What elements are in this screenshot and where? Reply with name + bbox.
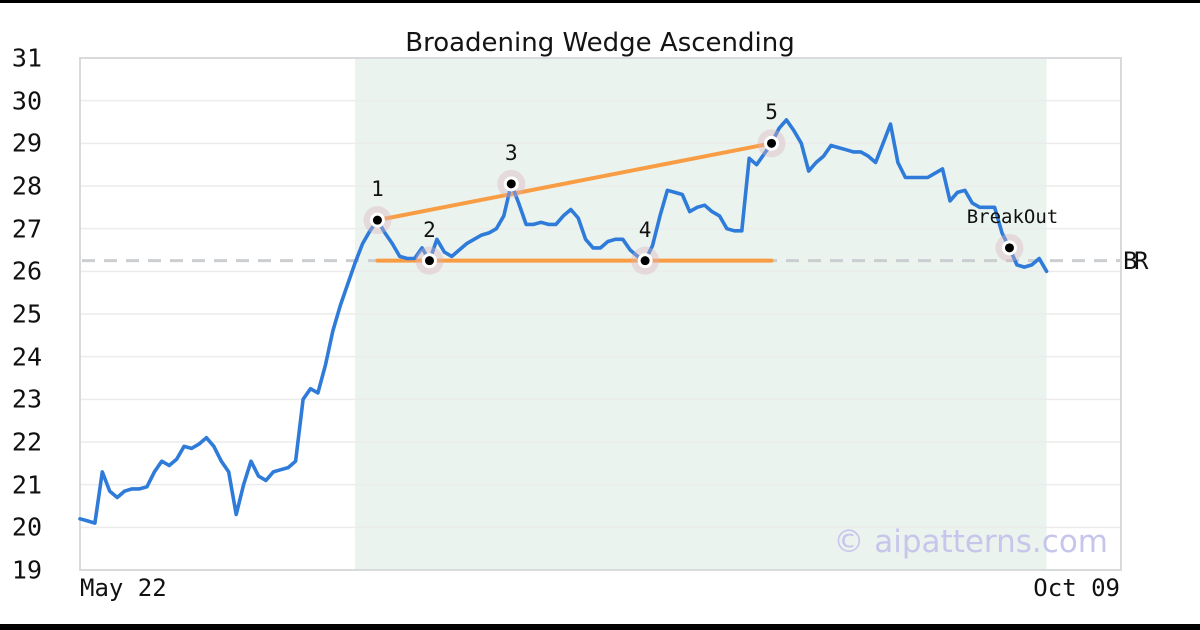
y-tick-label-29: 29 <box>11 128 42 158</box>
breakout-level-label-r: R <box>1134 247 1149 275</box>
pattern-point-3-marker-dot <box>506 179 516 189</box>
x-axis-label-end: Oct 09 <box>1033 574 1120 602</box>
y-tick-label-30: 30 <box>11 86 42 116</box>
breakout-marker-dot <box>1004 243 1014 253</box>
pattern-point-label-1: 1 <box>371 177 384 202</box>
y-tick-label-27: 27 <box>11 214 42 244</box>
breakout-level-label-b: B <box>1123 247 1138 275</box>
pattern-point-1-marker-dot <box>372 215 382 225</box>
breakout-label: BreakOut <box>966 205 1059 228</box>
pattern-point-4-marker-dot <box>640 256 650 266</box>
y-tick-label-24: 24 <box>11 342 42 372</box>
wedge-upper-trendline <box>375 141 774 223</box>
watermark: © aipatterns.com <box>833 524 1108 560</box>
price-line <box>78 118 1049 525</box>
pattern-point-label-5: 5 <box>765 100 778 125</box>
y-tick-label-19: 19 <box>11 555 42 585</box>
y-tick-label-23: 23 <box>11 384 42 414</box>
y-tick-label-28: 28 <box>11 171 42 201</box>
pattern-point-label-3: 3 <box>504 140 518 165</box>
pattern-point-label-2: 2 <box>423 217 436 242</box>
chart-title: Broadening Wedge Ascending <box>405 28 795 58</box>
y-tick-label-21: 21 <box>11 470 42 500</box>
pattern-point-label-4: 4 <box>638 217 652 242</box>
plot-border <box>79 57 1122 571</box>
y-tick-label-26: 26 <box>11 256 42 286</box>
y-tick-label-22: 22 <box>11 427 42 457</box>
pattern-point-5-marker-dot <box>767 138 777 148</box>
y-tick-label-31: 31 <box>11 43 42 73</box>
y-tick-label-25: 25 <box>11 299 42 329</box>
x-axis-label-start: May 22 <box>80 574 167 602</box>
top-edge-bar <box>0 0 1200 3</box>
bottom-edge-bar <box>0 624 1200 630</box>
pattern-point-2-marker-dot <box>424 256 434 266</box>
y-tick-label-20: 20 <box>11 512 42 542</box>
